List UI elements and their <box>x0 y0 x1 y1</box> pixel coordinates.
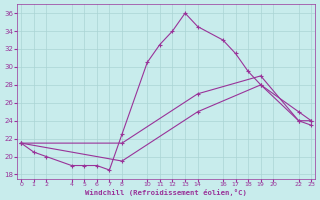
X-axis label: Windchill (Refroidissement éolien,°C): Windchill (Refroidissement éolien,°C) <box>85 189 247 196</box>
